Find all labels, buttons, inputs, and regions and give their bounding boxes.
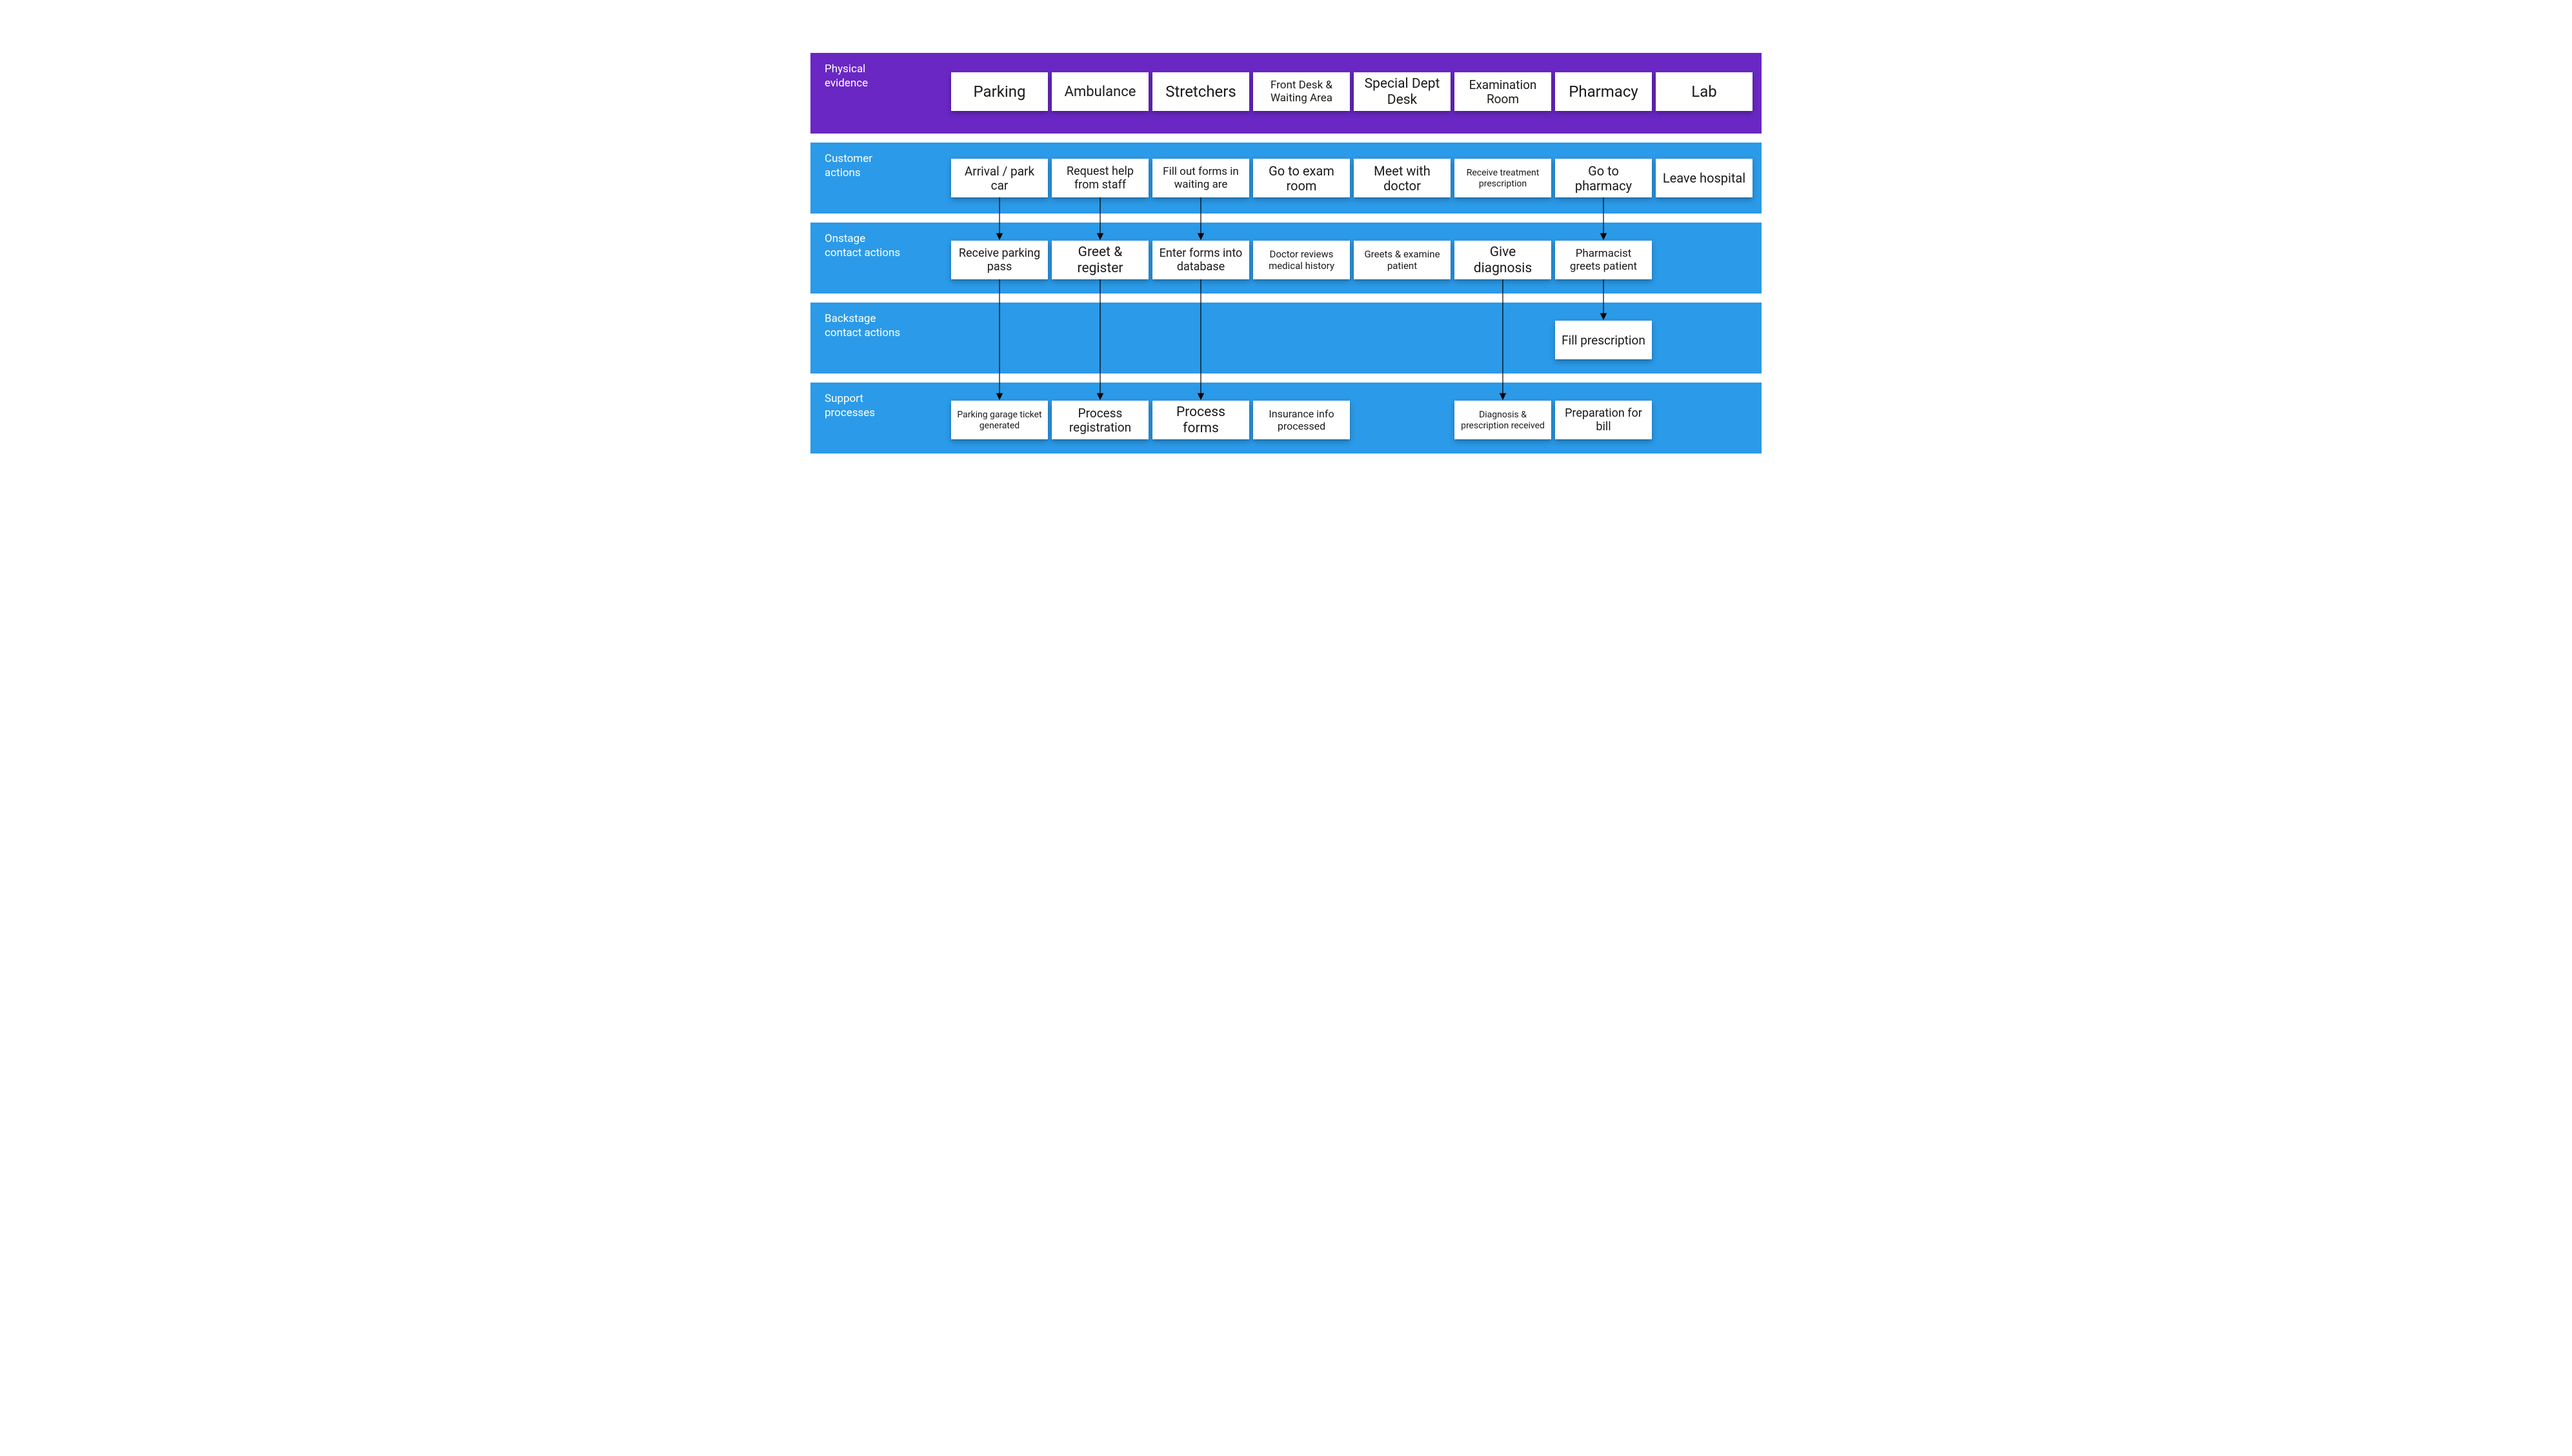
card-customer-col5: Receive treatment prescription xyxy=(1454,159,1551,197)
card-onstage-col6: Pharmacist greets patient xyxy=(1555,241,1652,279)
lane-label-physical: Physical evidence xyxy=(810,53,939,90)
lane-label-backstage: Backstage contact actions xyxy=(810,303,939,340)
card-support-col1: Process registration xyxy=(1052,401,1149,439)
card-support-col6: Preparation for bill xyxy=(1555,401,1652,439)
card-onstage-col0: Receive parking pass xyxy=(951,241,1048,279)
card-physical-col5: Examination Room xyxy=(1454,72,1551,111)
card-onstage-col1: Greet & register xyxy=(1052,241,1149,279)
lane-label-onstage: Onstage contact actions xyxy=(810,223,939,260)
card-customer-col6: Go to pharmacy xyxy=(1555,159,1652,197)
card-onstage-col4: Greets & examine patient xyxy=(1354,241,1451,279)
card-onstage-col5: Give diagnosis xyxy=(1454,241,1551,279)
card-support-col3: Insurance info processed xyxy=(1253,401,1350,439)
card-physical-col4: Special Dept Desk xyxy=(1354,72,1451,111)
lane-label-support: Support processes xyxy=(810,383,939,420)
card-customer-col2: Fill out forms in waiting are xyxy=(1152,159,1249,197)
card-physical-col1: Ambulance xyxy=(1052,72,1149,111)
card-physical-col2: Stretchers xyxy=(1152,72,1249,111)
card-customer-col3: Go to exam room xyxy=(1253,159,1350,197)
card-customer-col7: Leave hospital xyxy=(1656,159,1753,197)
card-customer-col0: Arrival / park car xyxy=(951,159,1048,197)
card-onstage-col2: Enter forms into database xyxy=(1152,241,1249,279)
card-physical-col6: Pharmacy xyxy=(1555,72,1652,111)
card-physical-col3: Front Desk & Waiting Area xyxy=(1253,72,1350,111)
card-physical-col7: Lab xyxy=(1656,72,1753,111)
card-physical-col0: Parking xyxy=(951,72,1048,111)
card-onstage-col3: Doctor reviews medical history xyxy=(1253,241,1350,279)
card-support-col0: Parking garage ticket generated xyxy=(951,401,1048,439)
lane-label-customer: Customer actions xyxy=(810,143,939,180)
service-blueprint-canvas: Physical evidence Customer actions Onstage… xyxy=(810,0,1762,539)
card-support-col5: Diagnosis & prescription received xyxy=(1454,401,1551,439)
card-support-col2: Process forms xyxy=(1152,401,1249,439)
card-customer-col1: Request help from staff xyxy=(1052,159,1149,197)
card-customer-col4: Meet with doctor xyxy=(1354,159,1451,197)
card-backstage-col6: Fill prescription xyxy=(1555,321,1652,359)
